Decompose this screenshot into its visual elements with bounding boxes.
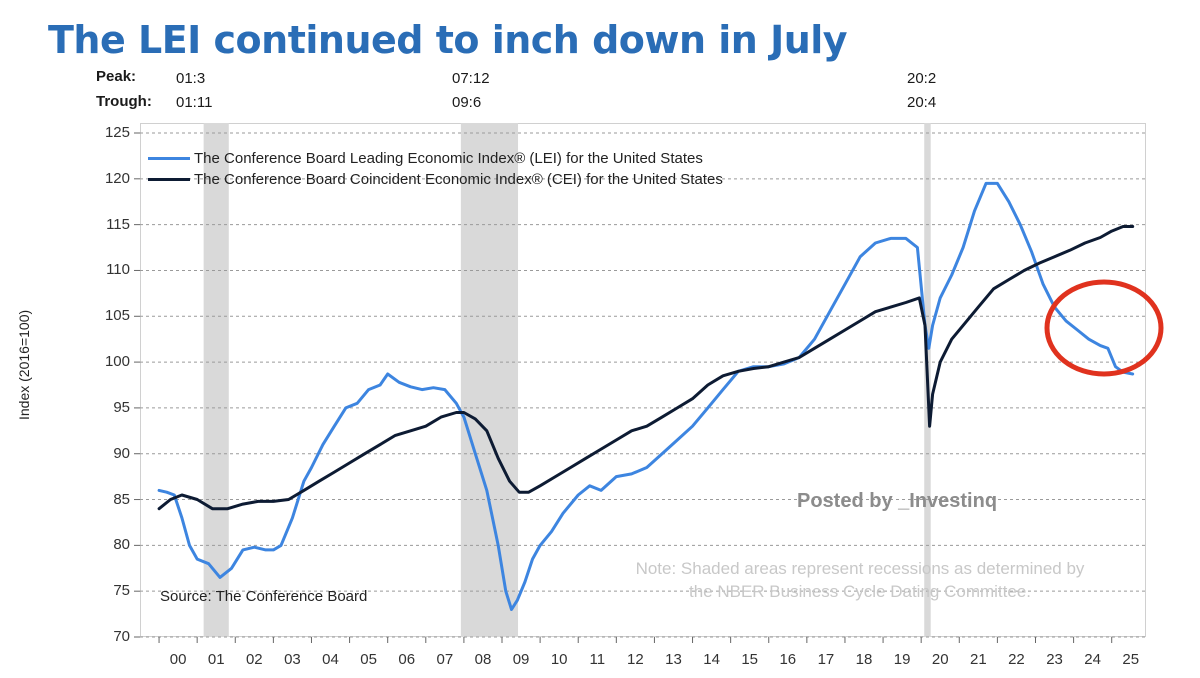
lei-series-line bbox=[157, 181, 1135, 611]
y-tick-label: 110 bbox=[106, 261, 130, 279]
x-tick-label: 06 bbox=[398, 651, 416, 668]
x-tick-label: 14 bbox=[703, 651, 720, 668]
x-tick-label: 00 bbox=[169, 651, 187, 668]
recession-note: Note: Shaded areas represent recessions … bbox=[560, 557, 1160, 603]
plot-area bbox=[140, 123, 1146, 637]
x-tick-label: 02 bbox=[245, 651, 263, 668]
watermark-text: Posted by _Investinq bbox=[797, 490, 998, 512]
y-tick-label: 95 bbox=[113, 398, 130, 416]
x-tick-label: 08 bbox=[474, 651, 492, 668]
recession-2-trough: 09:6 bbox=[452, 94, 482, 111]
peak-label: Peak: bbox=[96, 68, 137, 85]
legend-label-cei: The Conference Board Coincident Economic… bbox=[194, 171, 723, 188]
x-tick-label: 23 bbox=[1046, 651, 1063, 668]
note-line-1: Note: Shaded areas represent recessions … bbox=[635, 559, 1085, 578]
x-tick-label: 18 bbox=[855, 651, 873, 668]
trough-label: Trough: bbox=[96, 93, 152, 110]
x-tick-label: 05 bbox=[360, 651, 377, 668]
cei-series-line bbox=[157, 225, 1135, 511]
y-tick-label: 85 bbox=[113, 490, 130, 508]
x-tick-label: 25 bbox=[1122, 651, 1140, 668]
recession-2-peak: 07:12 bbox=[452, 70, 490, 87]
chart-title: The LEI continued to inch down in July bbox=[48, 18, 848, 62]
recession-3-trough: 20:4 bbox=[907, 94, 937, 111]
x-tick-label: 15 bbox=[741, 651, 759, 668]
recession-1-peak: 01:3 bbox=[176, 70, 206, 87]
y-tick-label: 80 bbox=[113, 536, 130, 554]
recession-3-peak: 20:2 bbox=[907, 70, 937, 87]
x-tick-label: 04 bbox=[322, 651, 339, 668]
x-tick-label: 10 bbox=[550, 651, 568, 668]
x-tick-label: 24 bbox=[1084, 651, 1101, 668]
y-tick-label: 70 bbox=[113, 628, 130, 645]
highlight-circle bbox=[1044, 279, 1164, 377]
x-tick-label: 22 bbox=[1008, 651, 1025, 668]
x-tick-label: 16 bbox=[779, 651, 797, 668]
recession-band-2 bbox=[460, 123, 519, 637]
y-tick-label: 120 bbox=[104, 169, 130, 187]
x-tick-label: 11 bbox=[589, 651, 606, 668]
x-tick-label: 20 bbox=[931, 651, 949, 668]
legend-item-cei: The Conference Board Coincident Economic… bbox=[148, 169, 723, 190]
legend-swatch-lei bbox=[148, 157, 190, 160]
legend-item-lei: The Conference Board Leading Economic In… bbox=[148, 148, 723, 169]
recession-band-1 bbox=[203, 123, 229, 637]
x-tick-label: 01 bbox=[207, 651, 225, 668]
legend: The Conference Board Leading Economic In… bbox=[148, 148, 723, 190]
y-tick-label: 75 bbox=[113, 582, 130, 600]
x-tick-label: 03 bbox=[284, 651, 301, 668]
x-tick-label: 17 bbox=[817, 651, 835, 668]
y-tick-label: 115 bbox=[106, 215, 130, 233]
x-tick-label: 21 bbox=[969, 651, 987, 668]
source-text: Source: The Conference Board bbox=[160, 588, 368, 605]
y-tick-label: 125 bbox=[104, 124, 130, 141]
legend-swatch-cei bbox=[148, 178, 190, 181]
y-tick-label: 100 bbox=[104, 353, 130, 371]
legend-label-lei: The Conference Board Leading Economic In… bbox=[194, 150, 703, 167]
x-tick-label: 12 bbox=[627, 651, 644, 668]
y-axis-label: Index (2016=100) bbox=[16, 309, 32, 420]
x-tick-label: 09 bbox=[512, 651, 530, 668]
y-tick-label: 105 bbox=[104, 307, 130, 325]
note-line-2: the NBER Business Cycle Dating Committee… bbox=[688, 582, 1032, 601]
x-tick-label: 13 bbox=[665, 651, 682, 668]
x-tick-label: 19 bbox=[893, 651, 911, 668]
recession-1-trough: 01:11 bbox=[176, 94, 213, 111]
x-tick-label: 07 bbox=[436, 651, 454, 668]
y-tick-label: 90 bbox=[113, 444, 130, 462]
